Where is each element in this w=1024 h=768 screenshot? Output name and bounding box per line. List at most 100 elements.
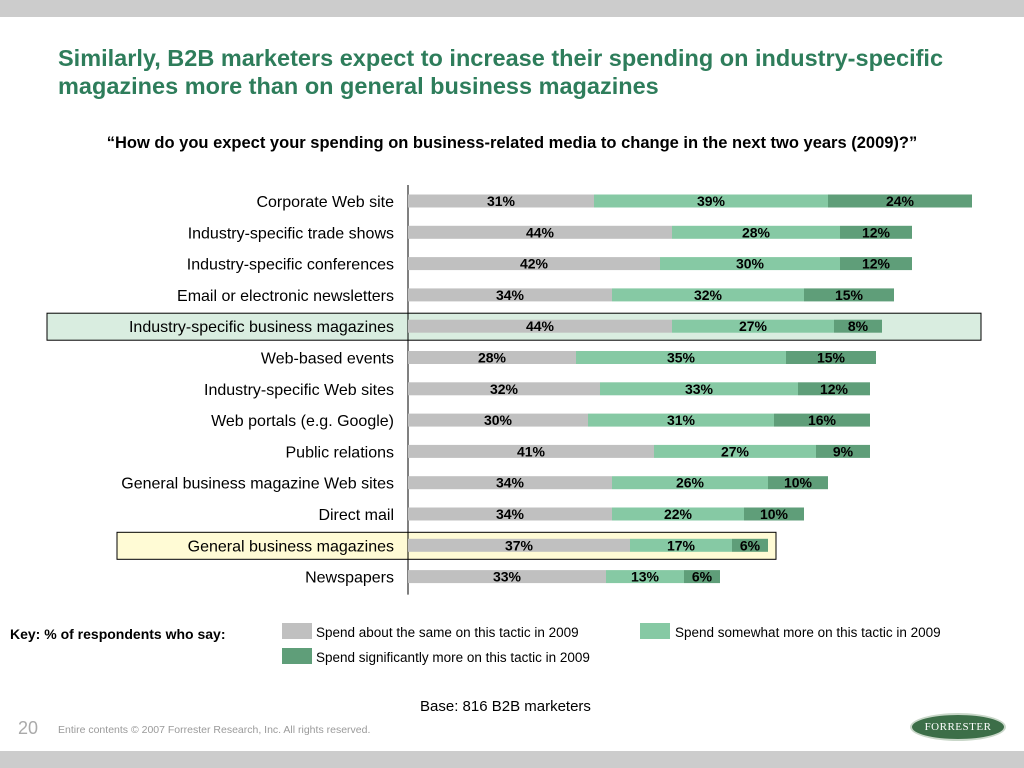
key-swatch-significantly-more — [282, 648, 312, 664]
value-label-general-business-magazine-web-sites-series-1: 26% — [676, 475, 705, 491]
survey-question: “How do you expect your spending on busi… — [106, 134, 918, 152]
category-label-email-or-electronic-newsletters: Email or electronic newsletters — [177, 288, 394, 305]
bar-industry-specific-trade-shows-series-0 — [408, 225, 672, 239]
value-label-newspapers-series-1: 13% — [631, 569, 660, 585]
bar-newspapers-series-1 — [606, 570, 684, 584]
value-label-direct-mail-series-0: 34% — [496, 506, 525, 522]
base-note: Base: 816 B2B marketers — [420, 698, 591, 715]
value-label-industry-specific-business-magazines-series-1: 27% — [739, 318, 768, 334]
category-label-general-business-magazines: General business magazines — [188, 538, 394, 555]
bar-public-relations-series-0 — [408, 444, 654, 458]
category-label-industry-specific-trade-shows: Industry-specific trade shows — [188, 225, 394, 242]
bar-corporate-web-site-series-0 — [408, 194, 594, 208]
value-label-industry-specific-conferences-series-1: 30% — [736, 256, 765, 272]
value-label-industry-specific-web-sites-series-1: 33% — [685, 381, 714, 397]
value-label-direct-mail-series-1: 22% — [664, 506, 693, 522]
bar-industry-specific-trade-shows-series-1 — [672, 225, 840, 239]
value-label-general-business-magazines-series-1: 17% — [667, 537, 696, 553]
bar-direct-mail-series-0 — [408, 507, 612, 521]
bar-newspapers-series-2 — [684, 570, 720, 584]
category-label-industry-specific-conferences: Industry-specific conferences — [187, 257, 394, 274]
bar-corporate-web-site-series-1 — [594, 194, 828, 208]
category-label-newspapers: Newspapers — [305, 570, 394, 587]
value-label-general-business-magazines-series-0: 37% — [505, 537, 534, 553]
bar-general-business-magazines-series-0 — [408, 538, 630, 552]
slide-title: Similarly, B2B marketers expect to incre… — [58, 45, 944, 99]
value-label-general-business-magazines-series-2: 6% — [740, 537, 761, 553]
value-label-web-portals-e-g-google-series-0: 30% — [484, 412, 513, 428]
bar-industry-specific-conferences-series-1 — [660, 257, 840, 271]
bar-email-or-electronic-newsletters-series-2 — [804, 288, 894, 302]
bar-web-portals-e-g-google-series-0 — [408, 413, 588, 427]
bar-newspapers-series-0 — [408, 570, 606, 584]
bar-industry-specific-trade-shows-series-2 — [840, 225, 912, 239]
value-label-industry-specific-conferences-series-2: 12% — [862, 256, 891, 272]
value-label-web-based-events-series-0: 28% — [478, 350, 507, 366]
value-label-direct-mail-series-2: 10% — [760, 506, 789, 522]
bar-email-or-electronic-newsletters-series-1 — [612, 288, 804, 302]
forrester-logo: FORRESTER — [910, 713, 1006, 741]
key-label-significantly-more: Spend significantly more on this tactic … — [316, 650, 590, 665]
bar-industry-specific-web-sites-series-2 — [798, 382, 870, 396]
value-label-email-or-electronic-newsletters-series-0: 34% — [496, 287, 525, 303]
bar-industry-specific-web-sites-series-0 — [408, 382, 600, 396]
category-label-industry-specific-web-sites: Industry-specific Web sites — [204, 382, 394, 399]
bar-general-business-magazine-web-sites-series-2 — [768, 476, 828, 490]
value-label-newspapers-series-2: 6% — [692, 569, 713, 585]
value-label-industry-specific-web-sites-series-2: 12% — [820, 381, 849, 397]
value-label-industry-specific-web-sites-series-0: 32% — [490, 381, 519, 397]
bar-industry-specific-business-magazines-series-2 — [834, 319, 882, 333]
bar-industry-specific-conferences-series-0 — [408, 257, 660, 271]
bar-general-business-magazines-series-1 — [630, 538, 732, 552]
value-label-web-based-events-series-1: 35% — [667, 350, 696, 366]
key-swatch-somewhat-more — [640, 623, 670, 639]
bar-industry-specific-web-sites-series-1 — [600, 382, 798, 396]
bar-general-business-magazines-series-2 — [732, 538, 768, 552]
key-title: Key: % of respondents who say: — [10, 626, 226, 642]
value-label-web-portals-e-g-google-series-1: 31% — [667, 412, 696, 428]
bar-industry-specific-conferences-series-2 — [840, 257, 912, 271]
bar-public-relations-series-1 — [654, 444, 816, 458]
value-label-industry-specific-business-magazines-series-0: 44% — [526, 318, 555, 334]
value-label-email-or-electronic-newsletters-series-2: 15% — [835, 287, 864, 303]
bar-direct-mail-series-2 — [744, 507, 804, 521]
bar-email-or-electronic-newsletters-series-0 — [408, 288, 612, 302]
bar-industry-specific-business-magazines-series-0 — [408, 319, 672, 333]
bar-corporate-web-site-series-2 — [828, 194, 972, 208]
value-label-email-or-electronic-newsletters-series-1: 32% — [694, 287, 723, 303]
stacked-bar-chart: Corporate Web site 31% 39% 24% Industry-spec… — [46, 185, 982, 595]
value-label-public-relations-series-0: 41% — [517, 443, 546, 459]
value-label-web-based-events-series-2: 15% — [817, 350, 846, 366]
bar-web-based-events-series-2 — [786, 351, 876, 364]
bar-web-portals-e-g-google-series-2 — [774, 413, 870, 427]
value-label-industry-specific-conferences-series-0: 42% — [520, 256, 549, 272]
category-label-web-based-events: Web-based events — [261, 351, 394, 368]
value-label-industry-specific-trade-shows-series-2: 12% — [862, 224, 891, 240]
category-label-direct-mail: Direct mail — [318, 507, 394, 524]
bar-general-business-magazine-web-sites-series-1 — [612, 476, 768, 490]
value-label-public-relations-series-1: 27% — [721, 443, 750, 459]
key-label-somewhat-more: Spend somewhat more on this tactic in 20… — [675, 625, 941, 640]
page-number: 20 — [18, 718, 39, 738]
bar-public-relations-series-2 — [816, 444, 870, 458]
value-label-industry-specific-trade-shows-series-1: 28% — [742, 224, 771, 240]
value-label-corporate-web-site-series-2: 24% — [886, 193, 915, 209]
value-label-newspapers-series-0: 33% — [493, 569, 522, 585]
value-label-general-business-magazine-web-sites-series-2: 10% — [784, 475, 813, 491]
bar-direct-mail-series-1 — [612, 507, 744, 521]
value-label-industry-specific-business-magazines-series-2: 8% — [848, 318, 869, 334]
category-label-general-business-magazine-web-sites: General business magazine Web sites — [121, 476, 394, 493]
bottom-band — [0, 751, 1024, 768]
copyright-notice: Entire contents © 2007 Forrester Researc… — [58, 724, 371, 736]
value-label-general-business-magazine-web-sites-series-0: 34% — [496, 475, 525, 491]
category-label-industry-specific-business-magazines: Industry-specific business magazines — [129, 319, 394, 336]
key-label-same: Spend about the same on this tactic in 2… — [316, 625, 579, 640]
category-label-public-relations: Public relations — [286, 444, 395, 461]
category-label-corporate-web-site: Corporate Web site — [256, 194, 394, 211]
value-label-corporate-web-site-series-0: 31% — [487, 193, 516, 209]
bar-industry-specific-business-magazines-series-1 — [672, 319, 834, 333]
bar-web-based-events-series-1 — [576, 351, 786, 364]
category-label-web-portals-e-g-google: Web portals (e.g. Google) — [211, 413, 394, 430]
value-label-public-relations-series-2: 9% — [833, 443, 854, 459]
bar-general-business-magazine-web-sites-series-0 — [408, 476, 612, 490]
